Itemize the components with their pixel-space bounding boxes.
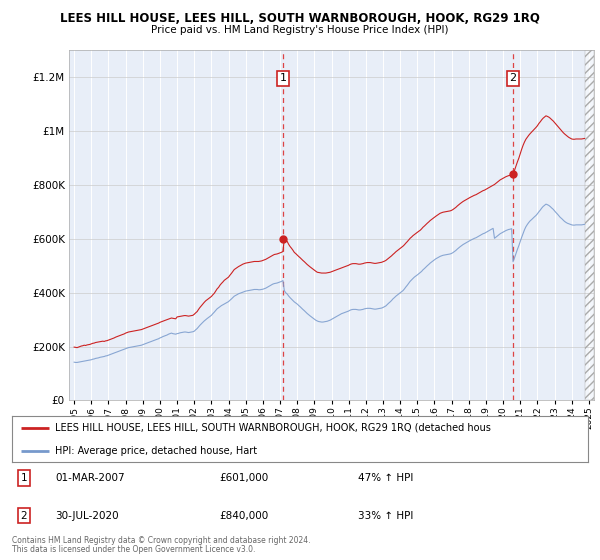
Text: LEES HILL HOUSE, LEES HILL, SOUTH WARNBOROUGH, HOOK, RG29 1RQ (detached hous: LEES HILL HOUSE, LEES HILL, SOUTH WARNBO… [55, 423, 491, 432]
Text: £601,000: £601,000 [220, 473, 269, 483]
Text: 33% ↑ HPI: 33% ↑ HPI [358, 511, 413, 521]
Text: Contains HM Land Registry data © Crown copyright and database right 2024.: Contains HM Land Registry data © Crown c… [12, 536, 311, 545]
Text: 30-JUL-2020: 30-JUL-2020 [55, 511, 119, 521]
Text: 1: 1 [20, 473, 27, 483]
Text: HPI: Average price, detached house, Hart: HPI: Average price, detached house, Hart [55, 446, 257, 455]
Text: 2: 2 [509, 73, 517, 83]
Text: 01-MAR-2007: 01-MAR-2007 [55, 473, 125, 483]
Text: LEES HILL HOUSE, LEES HILL, SOUTH WARNBOROUGH, HOOK, RG29 1RQ: LEES HILL HOUSE, LEES HILL, SOUTH WARNBO… [60, 12, 540, 25]
Text: 1: 1 [280, 73, 286, 83]
Text: £840,000: £840,000 [220, 511, 269, 521]
Text: Price paid vs. HM Land Registry's House Price Index (HPI): Price paid vs. HM Land Registry's House … [151, 25, 449, 35]
Text: 2: 2 [20, 511, 27, 521]
Text: This data is licensed under the Open Government Licence v3.0.: This data is licensed under the Open Gov… [12, 545, 256, 554]
Text: 47% ↑ HPI: 47% ↑ HPI [358, 473, 413, 483]
